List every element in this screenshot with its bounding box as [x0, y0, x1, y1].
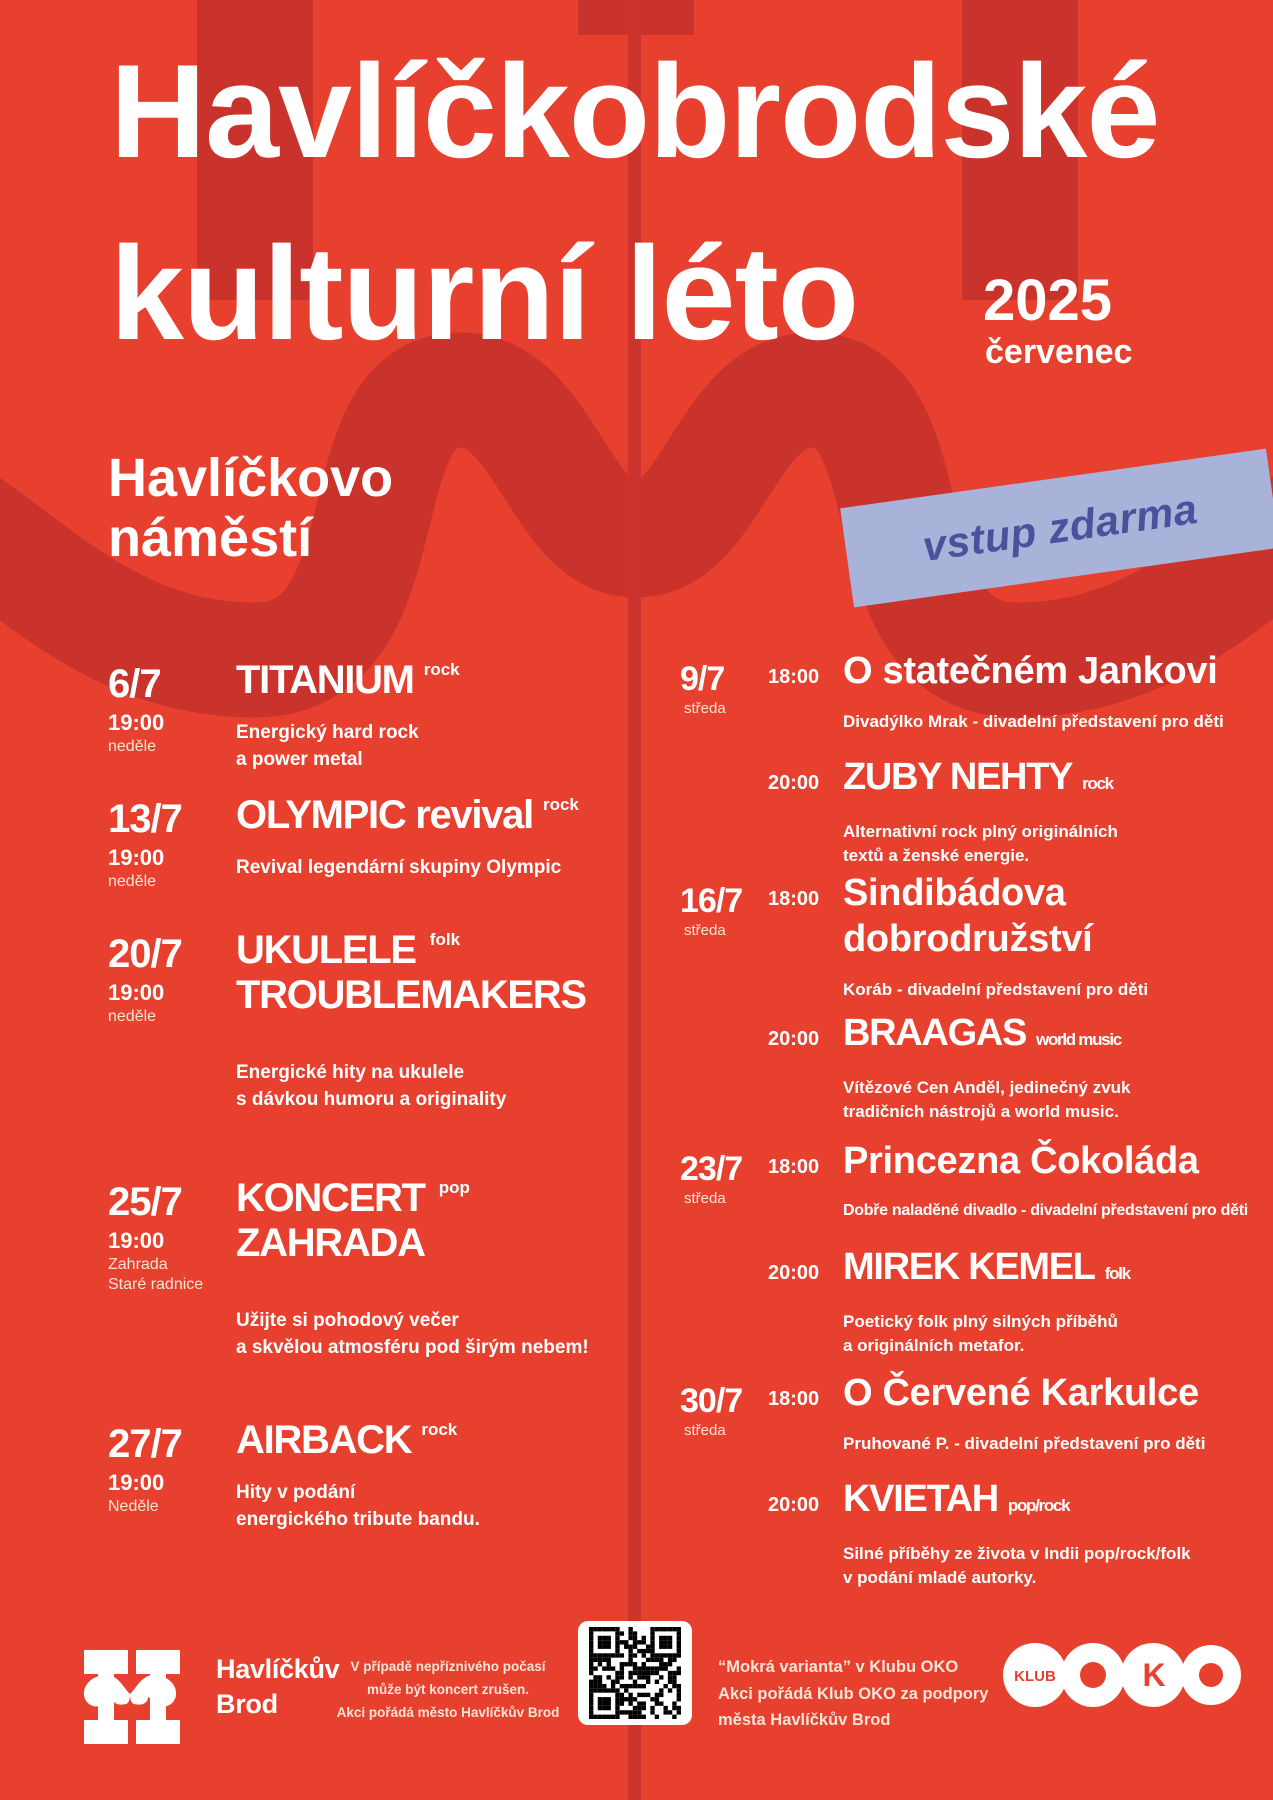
- svg-text:KLUB: KLUB: [1014, 1668, 1056, 1685]
- svg-text:K: K: [1142, 1657, 1165, 1693]
